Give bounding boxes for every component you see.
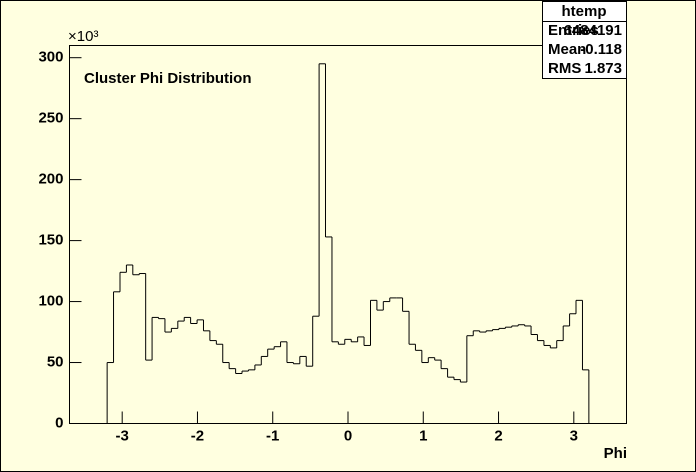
x-axis-label: Phi [604, 445, 627, 462]
x-tick-label: 0 [344, 427, 352, 444]
stats-frame [542, 1, 627, 79]
x-tick-label: 3 [570, 427, 578, 444]
frame [69, 45, 627, 424]
y-exponent: ×10³ [68, 28, 98, 45]
x-tick-label: -3 [116, 427, 129, 444]
annotation: Cluster Phi Distribution [84, 70, 252, 87]
stats-value: 1.873 [584, 60, 622, 77]
x-tick-label: -2 [191, 427, 204, 444]
x-tick-label: 2 [494, 427, 502, 444]
y-tick-label: 250 [38, 110, 63, 127]
y-tick-label: 50 [47, 354, 64, 371]
stats-value: -0.118 [580, 41, 622, 58]
stats-title: htemp [562, 3, 607, 20]
stats-label: Entries [548, 22, 599, 39]
y-tick-label: 150 [38, 232, 63, 249]
y-tick-label: 300 [38, 49, 63, 66]
stats-value: 6484191 [564, 22, 622, 39]
y-tick-label: 200 [38, 171, 63, 188]
stats-label: Mean [548, 41, 586, 58]
x-tick-label: -1 [266, 427, 279, 444]
stats-label: RMS [548, 60, 581, 77]
y-tick-label: 100 [38, 293, 63, 310]
x-tick-label: 1 [419, 427, 427, 444]
y-tick-label: 0 [55, 414, 63, 431]
stats-box: htemp [542, 1, 627, 79]
